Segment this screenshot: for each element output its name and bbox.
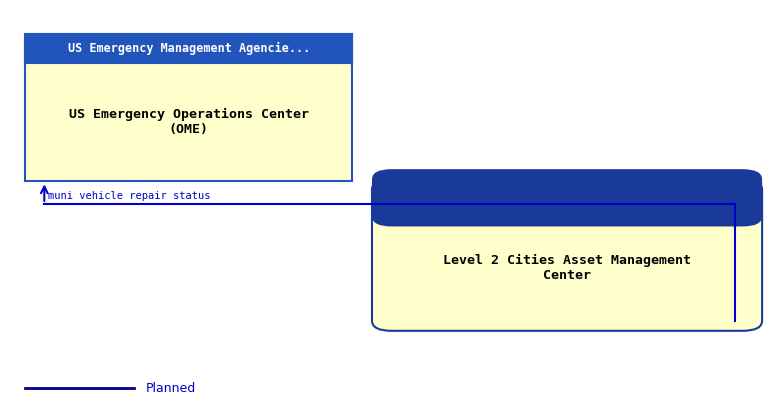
FancyBboxPatch shape: [372, 169, 762, 227]
FancyBboxPatch shape: [25, 34, 352, 63]
Text: muni vehicle repair status: muni vehicle repair status: [49, 191, 211, 201]
Text: US Emergency Operations Center
(OME): US Emergency Operations Center (OME): [69, 108, 309, 136]
FancyBboxPatch shape: [25, 34, 352, 181]
FancyBboxPatch shape: [372, 179, 762, 331]
Text: Planned: Planned: [146, 382, 196, 395]
FancyBboxPatch shape: [392, 201, 742, 216]
Text: US Emergency Management Agencie...: US Emergency Management Agencie...: [67, 42, 310, 55]
Text: Level 2 Cities Asset Management
Center: Level 2 Cities Asset Management Center: [443, 254, 691, 283]
